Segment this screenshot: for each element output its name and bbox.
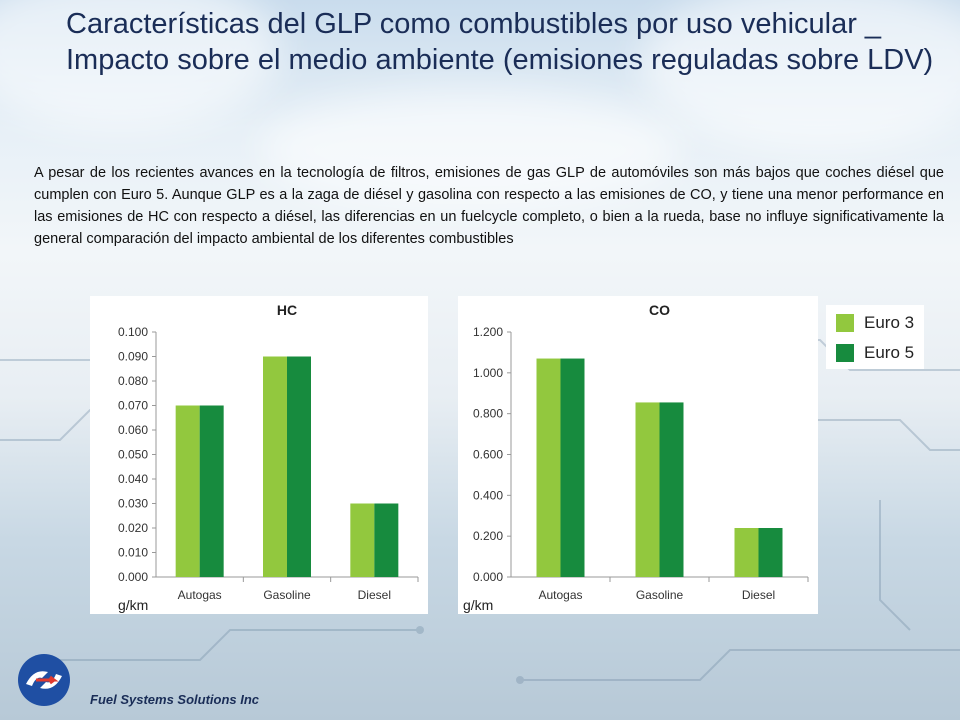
bar-euro-5-gasoline bbox=[287, 356, 311, 577]
y-tick-label: 0.200 bbox=[473, 529, 503, 543]
y-tick-label: 0.800 bbox=[473, 407, 503, 421]
co-chart: CO 0.000 0.200 0.400 0.600 0.800 1.000 1.200 Aut… bbox=[473, 302, 809, 602]
y-tick-label: 0.400 bbox=[473, 488, 503, 502]
bar-euro-3-diesel bbox=[734, 528, 759, 577]
y-tick-label: 0.020 bbox=[118, 521, 148, 535]
y-tick-label: 0.090 bbox=[118, 350, 148, 364]
x-category-label: Autogas bbox=[178, 588, 222, 602]
company-logo bbox=[18, 654, 70, 706]
bar-euro-3-diesel bbox=[350, 503, 375, 577]
y-tick-label: 0.000 bbox=[473, 570, 503, 584]
chart-legend: Euro 3 Euro 5 bbox=[826, 305, 924, 369]
slide-title: Características del GLP como combustible… bbox=[66, 8, 934, 76]
hc-chart-panel: HC 0.000 0.010 0.020 0.030 0.040 0.050 0.060 0.0… bbox=[90, 296, 428, 614]
background-cloud bbox=[640, 0, 960, 150]
bar-euro-5-gasoline bbox=[659, 402, 684, 577]
bar-euro-3-gasoline bbox=[635, 402, 660, 577]
x-category-label: Diesel bbox=[358, 588, 391, 602]
chart-title: HC bbox=[277, 302, 297, 318]
x-category-label: Gasoline bbox=[263, 588, 311, 602]
bar-euro-5-autogas bbox=[199, 405, 224, 577]
bar-euro-3-gasoline bbox=[263, 356, 287, 577]
y-tick-label: 0.010 bbox=[118, 546, 148, 560]
x-category-label: Gasoline bbox=[636, 588, 684, 602]
y-tick-label: 0.050 bbox=[118, 448, 148, 462]
y-tick-label: 0.040 bbox=[118, 472, 148, 486]
x-category-label: Diesel bbox=[742, 588, 775, 602]
background-cloud bbox=[260, 90, 680, 210]
body-paragraph: A pesar de los recientes avances en la t… bbox=[34, 165, 944, 247]
co-chart-panel: CO 0.000 0.200 0.400 0.600 0.800 1.000 1.200 Aut… bbox=[458, 296, 818, 614]
bar-euro-5-diesel bbox=[374, 503, 399, 577]
legend-label-euro5: Euro 5 bbox=[864, 343, 915, 362]
y-tick-label: 0.600 bbox=[473, 448, 503, 462]
chart-title: CO bbox=[649, 302, 670, 318]
hc-unit-label: g/km bbox=[118, 597, 149, 613]
y-tick-label: 0.000 bbox=[118, 570, 148, 584]
y-tick-label: 0.060 bbox=[118, 423, 148, 437]
bar-euro-5-diesel bbox=[758, 528, 783, 577]
y-tick-label: 1.000 bbox=[473, 366, 503, 380]
footer-company-name: Fuel Systems Solutions Inc bbox=[90, 692, 260, 707]
legend-label-euro3: Euro 3 bbox=[864, 313, 915, 332]
legend-item-euro3: Euro 3 bbox=[836, 313, 914, 333]
y-tick-label: 0.030 bbox=[118, 497, 148, 511]
legend-swatch-euro3 bbox=[836, 314, 854, 332]
y-tick-label: 0.070 bbox=[118, 399, 148, 413]
legend-item-euro5: Euro 5 bbox=[836, 343, 914, 363]
bar-euro-3-autogas bbox=[175, 405, 200, 577]
bar-euro-5-autogas bbox=[560, 358, 585, 577]
y-tick-label: 0.100 bbox=[118, 325, 148, 339]
hc-chart: HC 0.000 0.010 0.020 0.030 0.040 0.050 0.060 0.0… bbox=[118, 302, 419, 602]
x-category-label: Autogas bbox=[538, 588, 582, 602]
y-tick-label: 0.080 bbox=[118, 374, 148, 388]
legend-swatch-euro5 bbox=[836, 344, 854, 362]
y-tick-label: 1.200 bbox=[473, 325, 503, 339]
co-unit-label: g/km bbox=[463, 597, 494, 613]
bar-euro-3-autogas bbox=[536, 358, 561, 577]
